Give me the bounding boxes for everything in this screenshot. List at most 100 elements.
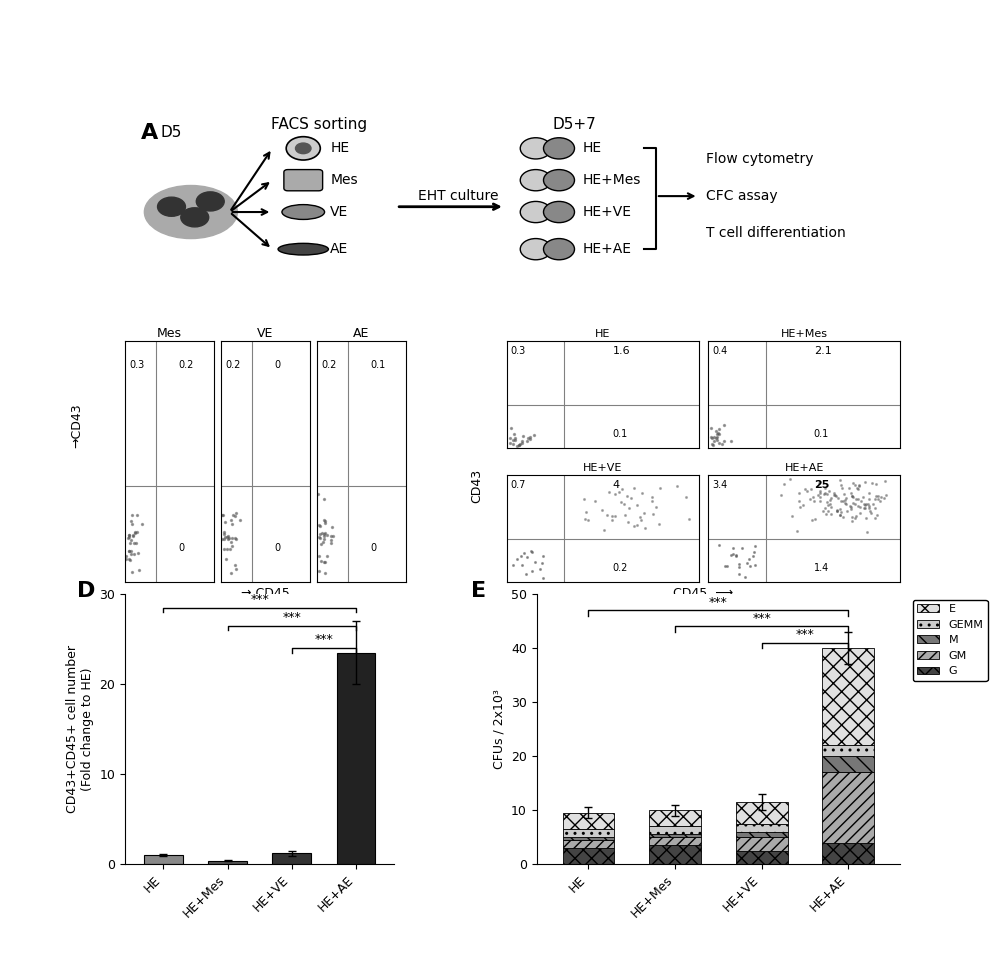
Point [844, 488, 860, 504]
Circle shape [196, 192, 224, 211]
Point [515, 428, 531, 444]
Point [617, 507, 633, 522]
Point [791, 485, 807, 500]
Point [830, 490, 846, 506]
Point [868, 488, 884, 504]
Text: 0.1: 0.1 [370, 360, 386, 370]
Text: E: E [471, 581, 486, 600]
Point [519, 550, 535, 565]
Point [596, 522, 612, 538]
Bar [563, 829, 614, 837]
Point [836, 486, 852, 502]
Point [535, 549, 551, 564]
Text: HE: HE [330, 142, 350, 155]
Point [828, 488, 844, 504]
Point [124, 508, 140, 523]
Point [601, 485, 617, 500]
Point [869, 508, 885, 523]
Text: 0.1: 0.1 [814, 429, 829, 440]
Point [324, 519, 340, 535]
Point [868, 477, 884, 492]
Point [728, 548, 744, 563]
Circle shape [520, 239, 551, 260]
Point [739, 555, 755, 571]
Point [810, 487, 826, 503]
Circle shape [544, 138, 574, 159]
Point [737, 569, 753, 585]
Point [835, 493, 851, 509]
Point [131, 562, 147, 578]
Title: AE: AE [353, 326, 370, 340]
Text: EHT culture: EHT culture [418, 189, 498, 203]
Point [709, 429, 725, 445]
Title: HE+Mes: HE+Mes [781, 328, 828, 339]
Point [216, 524, 232, 540]
Text: 0.2: 0.2 [612, 563, 628, 574]
Point [681, 512, 697, 527]
Point [313, 553, 329, 569]
Point [823, 499, 839, 515]
Point [214, 531, 230, 547]
Point [789, 523, 805, 539]
Point [511, 437, 527, 452]
Point [797, 482, 813, 497]
Point [316, 526, 332, 542]
Point [716, 417, 732, 432]
Point [118, 549, 134, 564]
Point [864, 476, 880, 491]
Point [121, 551, 137, 566]
Text: D5: D5 [161, 125, 182, 140]
Text: CFC assay: CFC assay [706, 189, 778, 203]
Point [118, 552, 134, 567]
Point [844, 488, 860, 504]
Point [852, 505, 868, 520]
Text: 0.2: 0.2 [225, 360, 241, 370]
Point [746, 544, 762, 559]
Point [507, 430, 523, 446]
Point [128, 536, 144, 552]
Text: 0.2: 0.2 [178, 360, 194, 370]
Point [637, 520, 653, 536]
Point [728, 549, 744, 564]
Point [776, 477, 792, 492]
Point [711, 426, 727, 442]
Y-axis label: CD43+CD45+ cell number
(Fold change to HE): CD43+CD45+ cell number (Fold change to H… [66, 645, 94, 813]
Text: A: A [140, 123, 158, 143]
Point [619, 488, 635, 504]
Point [629, 518, 645, 533]
Point [651, 517, 667, 532]
Text: FACS sorting: FACS sorting [271, 117, 367, 132]
Point [839, 503, 855, 519]
Point [217, 515, 233, 530]
Point [317, 514, 333, 529]
Text: ***: *** [709, 595, 728, 609]
Point [711, 537, 727, 552]
Point [861, 498, 877, 514]
Text: HE: HE [582, 142, 601, 155]
Point [704, 436, 720, 452]
Bar [208, 860, 247, 864]
Circle shape [544, 170, 574, 191]
Point [834, 480, 850, 495]
Bar [649, 826, 701, 834]
Text: 1.6: 1.6 [612, 347, 630, 356]
Point [514, 433, 530, 449]
Point [526, 427, 542, 443]
Point [823, 506, 839, 521]
Point [741, 552, 757, 567]
Bar [649, 834, 701, 837]
Point [706, 433, 722, 449]
Point [224, 516, 240, 531]
Point [633, 512, 649, 527]
Point [629, 497, 645, 513]
Point [708, 423, 724, 439]
Point [842, 498, 858, 514]
Point [314, 525, 330, 541]
Bar [272, 854, 311, 864]
Text: 0: 0 [274, 360, 280, 370]
Point [870, 491, 886, 507]
Point [644, 493, 660, 509]
Point [773, 487, 789, 503]
Point [124, 564, 140, 580]
Point [867, 500, 883, 516]
